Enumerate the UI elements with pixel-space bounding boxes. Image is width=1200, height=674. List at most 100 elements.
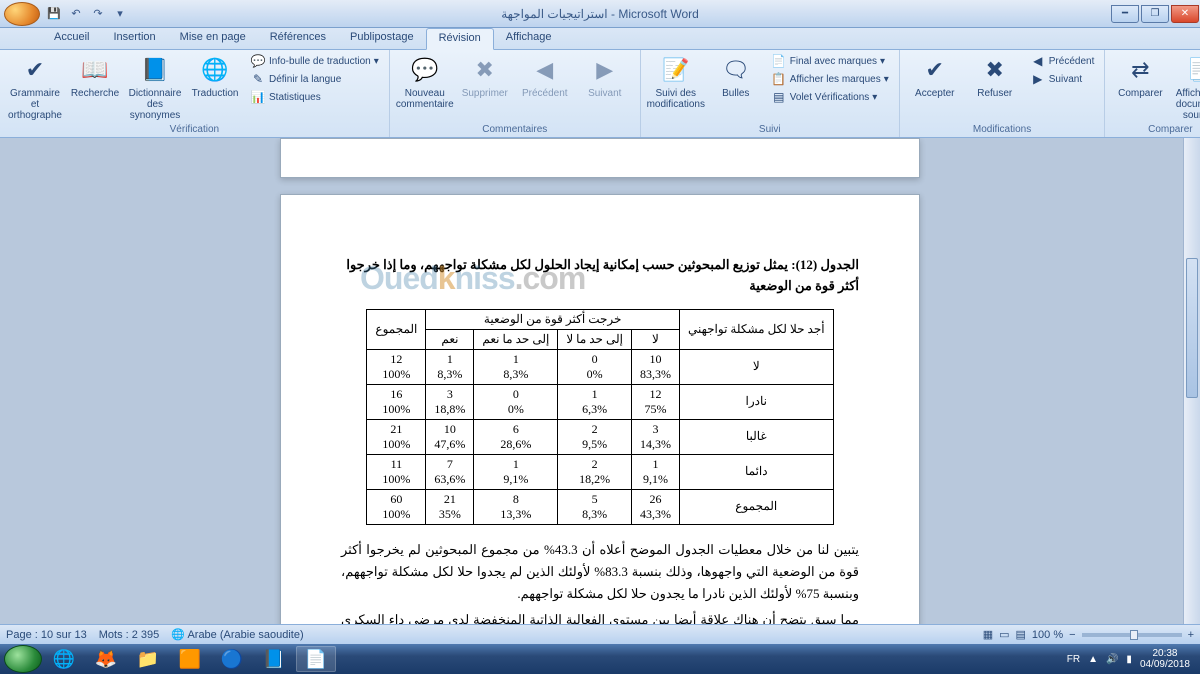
research-icon: 📖 [79, 54, 111, 86]
tray-network-icon[interactable]: ▮ [1126, 654, 1132, 665]
translate-icon: 🌐 [199, 54, 231, 86]
bulles-button[interactable]: 🗨Bulles [707, 52, 765, 101]
afficher-marques-button[interactable]: 📋Afficher les marques ▾ [767, 70, 893, 88]
data-table: أجد حلا لكل مشكلة تواجهني خرجت أكثر قوة … [366, 309, 833, 525]
tray-date[interactable]: 04/09/2018 [1140, 659, 1190, 670]
prev-comment-icon: ◀ [529, 54, 561, 86]
new-comment-icon: 💬 [409, 54, 441, 86]
view-print-layout-icon[interactable]: ▦ [983, 628, 993, 641]
status-language[interactable]: 🌐 Arabe (Arabie saoudite) [171, 628, 303, 641]
language-icon: ✎ [250, 71, 266, 87]
zoom-slider[interactable] [1082, 633, 1182, 637]
abc-check-icon: ✔ [19, 54, 51, 86]
recherche-button[interactable]: 📖Recherche [66, 52, 124, 101]
zoom-level[interactable]: 100 % [1032, 629, 1063, 641]
next-comment-icon: ▶ [589, 54, 621, 86]
mod-precedent-button[interactable]: ◀Précédent [1026, 52, 1099, 70]
comparer-button[interactable]: ⇄Comparer [1111, 52, 1169, 101]
group-suivi: 📝Suivi des modifications 🗨Bulles 📄Final … [641, 50, 900, 137]
task-app1[interactable]: 🟧 [170, 646, 210, 672]
accept-icon: ✔ [919, 54, 951, 86]
table-row: لا1083,3%00%18,3%18,3%12100% [367, 349, 833, 384]
vertical-scrollbar[interactable] [1183, 138, 1200, 624]
tab-insertion[interactable]: Insertion [101, 28, 167, 49]
zoom-out-icon[interactable]: − [1069, 629, 1075, 641]
task-word[interactable]: 📄 [296, 646, 336, 672]
window-title: استراتيجيات المواجهة - Microsoft Word [501, 7, 699, 21]
view-web-icon[interactable]: ▤ [1016, 628, 1026, 641]
show-markup-icon: 📋 [771, 71, 787, 87]
refuser-button[interactable]: ✖Refuser [966, 52, 1024, 101]
infobulle-button[interactable]: 💬Info-bulle de traduction ▾ [246, 52, 383, 70]
minimize-button[interactable]: ━ [1111, 5, 1139, 23]
suivant-commentaire-button[interactable]: ▶Suivant [576, 52, 634, 101]
tray-time[interactable]: 20:38 [1140, 648, 1190, 659]
statusbar: Page : 10 sur 13 Mots : 2 395 🌐 Arabe (A… [0, 624, 1200, 644]
volet-verifications-button[interactable]: ▤Volet Vérifications ▾ [767, 88, 893, 106]
delete-comment-icon: ✖ [469, 54, 501, 86]
supprimer-commentaire-button[interactable]: ✖Supprimer [456, 52, 514, 101]
tab-accueil[interactable]: Accueil [42, 28, 101, 49]
task-explorer[interactable]: 📁 [128, 646, 168, 672]
definir-langue-button[interactable]: ✎Définir la langue [246, 70, 383, 88]
accepter-button[interactable]: ✔Accepter [906, 52, 964, 101]
maximize-button[interactable]: ❐ [1141, 5, 1169, 23]
status-page[interactable]: Page : 10 sur 13 [6, 629, 87, 641]
th-hmn: إلى حد ما نعم [474, 329, 558, 349]
dictionnaire-button[interactable]: 📘Dictionnaire des synonymes [126, 52, 184, 123]
traduction-button[interactable]: 🌐Traduction [186, 52, 244, 101]
scrollbar-thumb[interactable] [1186, 258, 1198, 398]
page-prev-fragment [280, 138, 920, 178]
document-page[interactable]: الجدول (12): يمثل توزيع المبحوثين حسب إم… [280, 194, 920, 624]
mod-suivant-button[interactable]: ▶Suivant [1026, 70, 1099, 88]
th-la: لا [631, 329, 679, 349]
zoom-slider-thumb[interactable] [1130, 630, 1138, 640]
tray-lang[interactable]: FR [1067, 654, 1080, 665]
close-button[interactable]: ✕ [1171, 5, 1199, 23]
th-find-solution: أجد حلا لكل مشكلة تواجهني [679, 309, 833, 349]
redo-icon[interactable]: ↷ [88, 4, 108, 24]
suivi-modifications-button[interactable]: 📝Suivi des modifications [647, 52, 705, 112]
show-source-icon: 📑 [1184, 54, 1200, 86]
qat-more-icon[interactable]: ▾ [110, 4, 130, 24]
taskbar: 🌐 🦊 📁 🟧 🔵 📘 📄 FR ▲ 🔊 ▮ 20:38 04/09/2018 [0, 644, 1200, 674]
undo-icon[interactable]: ↶ [66, 4, 86, 24]
compare-icon: ⇄ [1124, 54, 1156, 86]
zoom-in-icon[interactable]: + [1188, 629, 1194, 641]
prev-change-icon: ◀ [1030, 53, 1046, 69]
office-button[interactable] [4, 2, 40, 26]
tab-revision[interactable]: Révision [426, 28, 494, 50]
task-app2[interactable]: 📘 [254, 646, 294, 672]
paragraph-1: يتبين لنا من خلال معطيات الجدول الموضح أ… [341, 539, 859, 605]
reviewing-pane-icon: ▤ [771, 89, 787, 105]
table-row: دائما19,1%218,2%19,1%763,6%11100% [367, 454, 833, 489]
track-changes-icon: 📝 [660, 54, 692, 86]
th-stronger: خرجت أكثر قوة من الوضعية [426, 309, 680, 329]
th-hml: إلى حد ما لا [558, 329, 632, 349]
nouveau-commentaire-button[interactable]: 💬Nouveau commentaire [396, 52, 454, 112]
tooltip-icon: 💬 [250, 53, 266, 69]
table-row: غالبا314,3%29,5%628,6%1047,6%21100% [367, 419, 833, 454]
display-mode-dropdown[interactable]: 📄Final avec marques ▾ [767, 52, 893, 70]
display-icon: 📄 [771, 53, 787, 69]
tray-flag-icon[interactable]: ▲ [1088, 654, 1098, 665]
ribbon: ✔Grammaire et orthographe 📖Recherche 📘Di… [0, 50, 1200, 138]
afficher-sources-button[interactable]: 📑Afficher les documents sources [1171, 52, 1200, 123]
status-words[interactable]: Mots : 2 395 [99, 629, 160, 641]
precedent-commentaire-button[interactable]: ◀Précédent [516, 52, 574, 101]
task-chrome[interactable]: 🔵 [212, 646, 252, 672]
view-reading-icon[interactable]: ▭ [999, 628, 1009, 641]
th-naam: نعم [426, 329, 474, 349]
tab-mise-en-page[interactable]: Mise en page [168, 28, 258, 49]
grammaire-button[interactable]: ✔Grammaire et orthographe [6, 52, 64, 123]
statistiques-button[interactable]: 📊Statistiques [246, 88, 383, 106]
task-firefox[interactable]: 🦊 [86, 646, 126, 672]
start-button[interactable] [4, 645, 42, 673]
tray-sound-icon[interactable]: 🔊 [1106, 654, 1118, 665]
save-icon[interactable]: 💾 [44, 4, 64, 24]
tab-references[interactable]: Références [258, 28, 338, 49]
tab-affichage[interactable]: Affichage [494, 28, 564, 49]
task-ie[interactable]: 🌐 [44, 646, 84, 672]
tab-publipostage[interactable]: Publipostage [338, 28, 426, 49]
titlebar: 💾 ↶ ↷ ▾ استراتيجيات المواجهة - Microsoft… [0, 0, 1200, 28]
